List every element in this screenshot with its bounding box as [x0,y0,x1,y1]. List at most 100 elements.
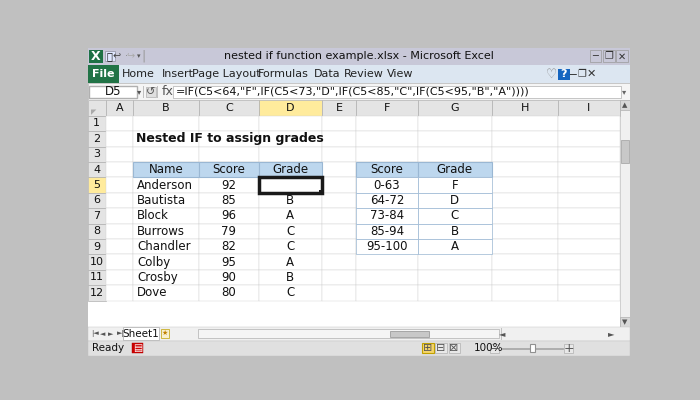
Bar [88,116,106,131]
Bar [492,131,558,146]
Bar [492,100,558,116]
Text: View: View [387,69,414,79]
Bar [259,131,321,146]
Text: B: B [286,178,294,192]
Bar [558,146,620,162]
Bar [492,254,558,270]
Bar [89,50,103,64]
Text: ▤: ▤ [133,342,143,352]
Bar [356,131,418,146]
Text: ▲: ▲ [622,102,627,108]
Bar [558,116,620,131]
Text: ◤: ◤ [92,109,97,115]
Text: 90: 90 [221,271,237,284]
Bar [418,208,492,224]
Bar [133,116,199,131]
Bar [558,208,620,224]
Bar [88,65,630,84]
Text: ↺: ↺ [146,87,155,97]
Bar [123,327,159,340]
Bar [530,344,535,352]
Text: Block: Block [137,209,169,222]
Text: 79: 79 [221,225,237,238]
Bar [133,270,199,285]
Text: ?: ? [560,69,566,79]
Bar [199,116,259,131]
Text: Chandler: Chandler [137,240,190,253]
Text: 80: 80 [222,286,237,299]
Bar [558,193,620,208]
Bar [418,116,492,131]
Bar [356,162,418,177]
Bar [146,87,157,96]
Bar [558,285,620,300]
Bar [418,224,492,239]
Bar [133,224,199,239]
Bar [356,177,418,193]
Bar [558,270,620,285]
Bar [356,224,418,239]
Text: ◄: ◄ [499,329,505,338]
Text: Colby: Colby [137,256,170,268]
Bar [620,100,630,110]
Text: 2: 2 [93,134,100,144]
Bar [88,48,630,65]
Bar [199,193,259,208]
Text: ─: ─ [592,52,598,62]
Bar [321,131,356,146]
Bar [88,285,106,300]
Bar [259,162,321,177]
Text: C: C [286,225,294,238]
Bar [199,254,259,270]
Bar [356,239,418,254]
Text: ↩: ↩ [113,52,121,62]
Bar [321,285,356,300]
Bar [88,208,106,224]
Bar [132,343,144,353]
Text: 82: 82 [221,240,237,253]
Bar [199,270,259,285]
Text: Home: Home [122,69,155,79]
Bar [492,285,558,300]
Text: ◄: ◄ [100,331,105,337]
Bar [321,224,356,239]
Text: 95-100: 95-100 [366,240,408,253]
Bar [259,208,321,224]
Bar [88,177,106,193]
Bar [418,270,492,285]
Text: B: B [162,103,170,113]
Bar [321,270,356,285]
Text: ·: · [125,52,127,62]
Bar [259,177,321,193]
Text: ⊟: ⊟ [436,342,446,352]
Text: Crosby: Crosby [137,271,178,284]
Bar [418,177,492,193]
Bar [492,208,558,224]
Text: ►: ► [608,329,615,338]
Text: C: C [225,103,233,113]
Text: 5: 5 [93,180,100,190]
Text: ▾: ▾ [136,87,141,96]
Bar [449,343,461,353]
Text: C: C [286,240,294,253]
Bar [321,208,356,224]
Bar [259,116,321,131]
Bar [199,146,259,162]
Bar [418,254,492,270]
Text: |◄: |◄ [92,330,99,337]
Bar [418,193,492,208]
Bar [106,270,133,285]
Bar [492,146,558,162]
Text: Grade: Grade [272,163,308,176]
Bar [418,177,492,193]
Text: ♡: ♡ [546,68,557,81]
Bar [259,254,321,270]
Bar [356,208,418,224]
Text: ►|: ►| [117,330,125,337]
Bar [106,254,133,270]
Text: 96: 96 [221,209,237,222]
Bar [356,162,418,177]
Text: 95: 95 [221,256,237,268]
Bar [564,344,573,353]
Text: ✕: ✕ [617,52,626,62]
